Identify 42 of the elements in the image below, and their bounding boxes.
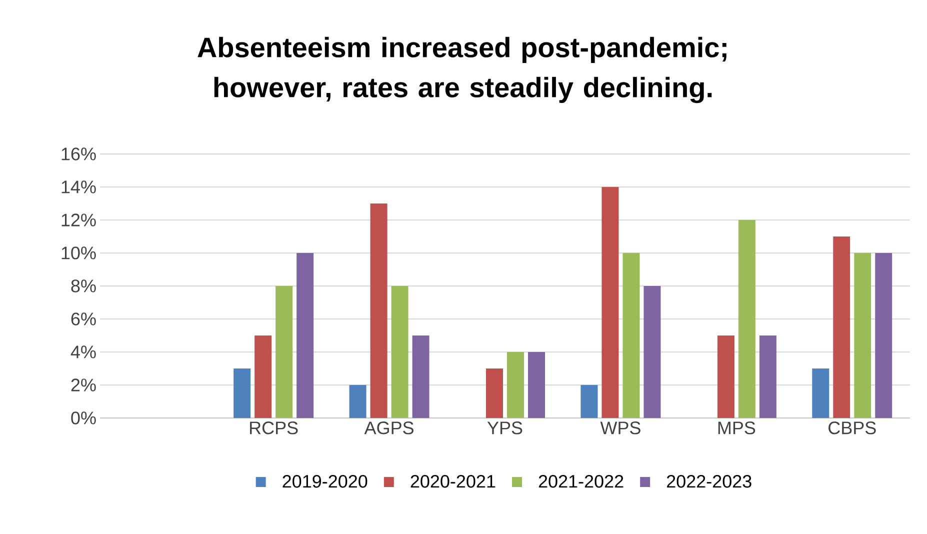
y-tick-label: 4% [70, 346, 96, 358]
y-tick-label: 6% [71, 312, 96, 326]
bar [528, 352, 545, 418]
bar [276, 286, 293, 418]
y-tick-label: 2% [71, 378, 96, 392]
chart-title: Absenteeism increased post-pandemic; however, rates are steadily declining. [198, 36, 726, 104]
bar [412, 335, 430, 418]
y-tick-label: 12% [62, 214, 96, 226]
x-tick-label: MPS [718, 422, 756, 434]
bar [759, 335, 776, 418]
x-tick-label: RCPS [250, 422, 298, 434]
legend-label: 2022-2023 [666, 474, 752, 488]
x-tick-label: AGPS [364, 422, 414, 434]
y-tick-label: 8% [71, 280, 96, 292]
x-tick-label: YPS [487, 422, 522, 434]
bar [486, 368, 503, 418]
bar [391, 286, 408, 418]
bar [875, 252, 892, 418]
bar [349, 384, 366, 418]
bar [602, 186, 619, 418]
bar [580, 384, 598, 418]
bar [622, 252, 640, 418]
bar [717, 335, 734, 418]
legend-label: 2019-2020 [282, 474, 368, 488]
bar [296, 252, 314, 418]
bar [644, 286, 661, 418]
x-tick-label: WPS [600, 422, 640, 434]
bar [370, 203, 388, 418]
bar [507, 352, 524, 418]
x-tick-label: CBPS [828, 422, 876, 434]
bar [738, 220, 756, 418]
y-tick-label: 0% [71, 412, 96, 424]
legend-label: 2021-2022 [538, 474, 624, 488]
y-tick-label: 16% [62, 148, 96, 160]
y-tick-label: 10% [62, 246, 96, 260]
bar [254, 335, 272, 418]
bar [854, 252, 872, 418]
y-tick-label: 14% [62, 180, 96, 194]
legend-label: 2020-2021 [410, 474, 496, 488]
bar [812, 368, 830, 418]
bar [833, 236, 850, 418]
bar [234, 368, 251, 418]
